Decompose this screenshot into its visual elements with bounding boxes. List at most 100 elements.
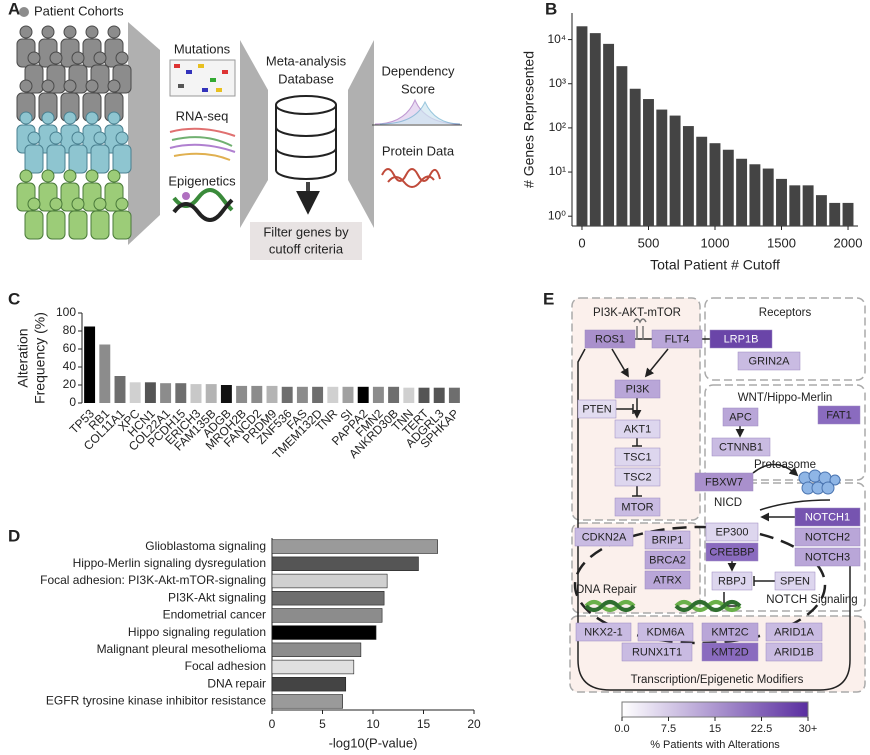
person-head: [63, 169, 77, 183]
bar: [342, 386, 354, 403]
gene-label: RUNX1T1: [632, 646, 682, 658]
bar: [312, 386, 324, 403]
person-head: [107, 79, 121, 93]
group-label: Proteasome: [754, 459, 816, 471]
gene-node: [794, 507, 861, 527]
gene-label: NOTCH1: [805, 511, 850, 523]
person-head: [115, 51, 129, 65]
rnaseq-icon: [169, 127, 236, 161]
panel-label: A: [8, 0, 20, 18]
gene-node: [765, 622, 823, 642]
group-label: DNA Repair: [576, 584, 637, 596]
bar: [842, 202, 854, 226]
person-head: [19, 25, 33, 39]
gene-node: [614, 379, 661, 399]
gene-label: PTEN: [582, 403, 611, 415]
bar: [271, 539, 438, 554]
gene-label: FAT1: [826, 409, 851, 421]
gene-node: [614, 497, 661, 517]
person-head: [41, 111, 55, 125]
group-label: WNT/Hippo-Merlin: [738, 392, 833, 404]
bar: [722, 149, 734, 226]
protein-icon: [381, 168, 441, 188]
gene-node: [577, 399, 617, 419]
y-tick-label: Focal adhesion: PI3K-Akt-mTOR-signaling: [40, 573, 266, 587]
y-axis-label: # Genes Represented: [521, 51, 537, 188]
gene-node: [644, 570, 691, 590]
bar: [271, 677, 347, 692]
x-tick-label: 0: [269, 717, 276, 731]
bar: [589, 33, 601, 226]
gene-label: LRP1B: [724, 333, 759, 345]
gene-label: CDKN2A: [582, 531, 627, 543]
schematic-shapes: [128, 22, 462, 260]
bar: [388, 386, 400, 403]
gene-label: GRIN2A: [749, 355, 791, 367]
gene-node: [709, 329, 773, 349]
gene-node: [817, 405, 861, 425]
gene-label: AKT1: [624, 423, 652, 435]
y-tick-label: 100: [56, 305, 76, 319]
gene-label: RBPJ: [718, 575, 746, 587]
x-tick-label: 5: [319, 717, 326, 731]
gene-label: TSC1: [623, 451, 651, 463]
bar: [271, 573, 388, 589]
bar: [99, 344, 111, 403]
gene-label: ARID1B: [774, 646, 814, 658]
person-head: [41, 169, 55, 183]
bar: [749, 164, 761, 226]
person-head: [27, 51, 41, 65]
gene-label: CTNNB1: [719, 441, 763, 453]
schematic-label: RNA-seq: [176, 108, 229, 123]
bar: [643, 99, 654, 226]
colorbar-title: % Patients with Alterations: [650, 739, 780, 751]
schematic-label: cutoff criteria: [269, 241, 344, 256]
gene-label: NOTCH3: [805, 551, 850, 563]
x-tick-label: 1000: [701, 235, 730, 250]
person-head: [107, 169, 121, 183]
gene-node: [737, 351, 801, 371]
gene-label: KDM6A: [647, 626, 686, 638]
funnel: [240, 40, 268, 228]
bar: [271, 625, 377, 640]
bar: [251, 385, 263, 403]
y-tick-label: 40: [63, 359, 77, 373]
gene-node: [701, 622, 759, 642]
group-label: NICD: [714, 497, 742, 509]
bar: [271, 694, 343, 709]
bar: [327, 386, 339, 403]
y-tick-label: 10⁴: [547, 32, 566, 46]
bar: [281, 386, 293, 403]
y-tick-label: Focal adhesion: [185, 659, 266, 673]
bar: [271, 591, 385, 606]
schematic-label: Meta-analysis: [266, 53, 347, 68]
y-axis-label: Alteration: [15, 328, 31, 387]
gene-node: [644, 550, 691, 570]
y-tick-label: 10³: [549, 76, 566, 90]
y-tick-label: Hippo-Merlin signaling dysregulation: [73, 556, 266, 570]
bar: [576, 26, 588, 227]
y-tick-label: Endometrial cancer: [163, 608, 266, 622]
person-body: [46, 144, 66, 174]
bar: [271, 608, 383, 623]
gene-node: [694, 472, 754, 492]
y-tick-label: 10²: [549, 120, 566, 134]
bar: [616, 66, 628, 226]
pathway-links: [573, 318, 851, 691]
person-body: [68, 144, 88, 174]
bar: [266, 385, 278, 403]
gene-label: NKX2-1: [584, 626, 623, 638]
bar: [603, 43, 615, 226]
person-head: [71, 131, 85, 145]
bar: [669, 115, 681, 226]
panel-label: D: [8, 526, 20, 545]
gene-node: [575, 622, 632, 642]
bar: [789, 185, 801, 226]
person-head: [93, 197, 107, 211]
person-head: [85, 111, 99, 125]
gene-node: [765, 642, 823, 662]
y-tick-label: 10⁰: [548, 208, 566, 222]
gene-label: KMT2C: [711, 626, 748, 638]
y-tick-label: DNA repair: [207, 676, 266, 690]
schematic-label: Database: [278, 71, 334, 86]
